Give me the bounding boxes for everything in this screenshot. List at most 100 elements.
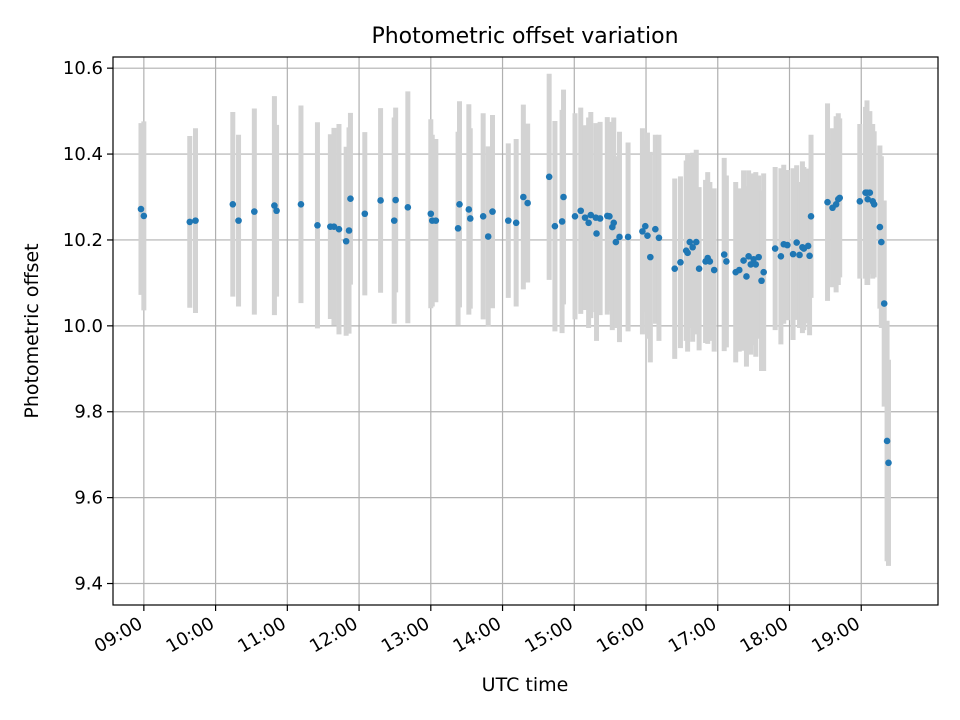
data-point [880, 300, 888, 307]
data-point [686, 238, 694, 246]
data-point [610, 219, 618, 227]
data-point [755, 253, 762, 261]
data-point [695, 265, 703, 273]
data-point [587, 211, 595, 219]
x-axis-label: UTC time [482, 674, 569, 696]
y-tick-label: 10.4 [63, 144, 103, 165]
data-point [806, 252, 813, 260]
data-point [361, 210, 369, 218]
data-point [710, 266, 718, 274]
data-point [551, 222, 559, 230]
data-point [655, 234, 663, 242]
data-point [466, 215, 474, 222]
data-point [489, 208, 496, 215]
data-point [577, 207, 585, 215]
data-point [347, 195, 354, 203]
data-point [585, 219, 592, 227]
data-point [876, 223, 884, 231]
data-point [883, 437, 891, 445]
data-point [342, 237, 350, 245]
data-point [758, 277, 765, 285]
y-tick-label: 9.4 [74, 574, 103, 595]
data-point [760, 268, 767, 276]
data-point [504, 217, 512, 224]
y-axis: 9.4 9.6 9.8 10.0 10.2 10.4 10.6 [63, 58, 113, 595]
data-point [235, 217, 242, 224]
data-point [137, 205, 145, 213]
data-point [606, 213, 613, 220]
data-point [465, 206, 473, 213]
data-point [647, 253, 654, 261]
data-point [297, 201, 305, 208]
data-point [836, 194, 844, 202]
data-point [456, 201, 463, 208]
data-point [878, 238, 885, 246]
data-point [345, 227, 353, 234]
data-point [644, 232, 651, 239]
data-point [807, 213, 815, 220]
y-tick-label: 9.8 [74, 402, 103, 423]
data-point [735, 266, 743, 274]
data-point [750, 255, 757, 263]
data-point [740, 257, 747, 264]
data-point [745, 252, 752, 260]
plot-frame [112, 56, 939, 606]
data-point [793, 239, 800, 246]
data-point [524, 199, 531, 207]
data-point [677, 258, 684, 266]
data-point [392, 196, 399, 204]
data-point [870, 201, 878, 208]
data-point [652, 225, 659, 233]
data-point [545, 173, 553, 181]
data-point [771, 245, 779, 252]
data-point [804, 242, 812, 250]
data-point [520, 193, 527, 201]
data-point [752, 261, 760, 268]
data-point [335, 225, 343, 233]
data-point [796, 251, 803, 259]
y-tick-label: 9.6 [74, 488, 103, 509]
data-point [743, 273, 750, 280]
y-tick-label: 10.6 [63, 58, 103, 79]
data-point [720, 251, 728, 258]
data-point [596, 215, 604, 222]
data-point [581, 214, 589, 221]
y-axis-label: Photometric offset [21, 243, 43, 418]
data-point [642, 222, 649, 230]
data-point [864, 195, 871, 203]
data-point [824, 198, 831, 206]
data-point [432, 217, 440, 224]
data-point [593, 230, 600, 237]
data-point [777, 252, 785, 260]
data-point [479, 213, 487, 220]
data-point [832, 201, 840, 208]
data-point [229, 201, 237, 208]
data-point [404, 204, 412, 211]
data-point [390, 217, 398, 224]
data-point [723, 258, 730, 265]
data-point [377, 197, 384, 204]
data-point [616, 233, 623, 241]
data-point [747, 261, 755, 268]
data-point [273, 207, 280, 215]
data-point [454, 225, 462, 232]
data-point [571, 213, 579, 220]
data-point [427, 210, 435, 218]
data-point [706, 258, 714, 265]
data-point [689, 243, 696, 251]
data-point [671, 265, 679, 273]
y-tick-label: 10.2 [63, 230, 103, 251]
data-point [251, 208, 258, 215]
data-point [330, 223, 338, 230]
y-tick-label: 10.0 [63, 316, 103, 337]
data-point [639, 228, 646, 235]
data-point [558, 218, 566, 225]
data-point [856, 198, 864, 205]
data-point [624, 233, 632, 241]
data-point [684, 249, 691, 257]
data-point [484, 233, 492, 240]
data-point [186, 218, 194, 226]
data-point [314, 222, 321, 229]
